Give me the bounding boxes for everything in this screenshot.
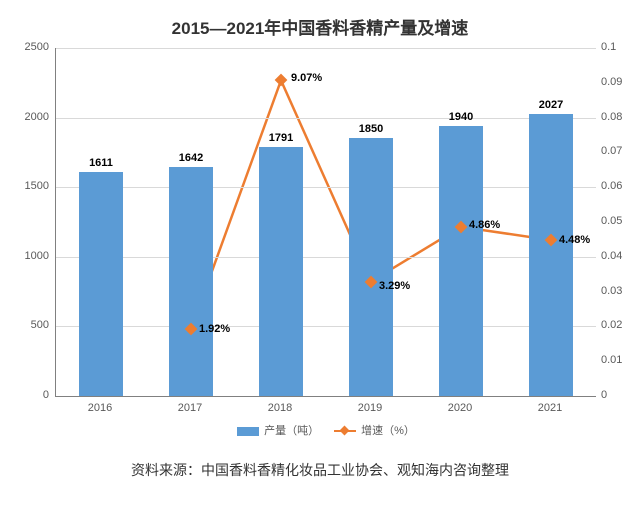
y-right-tick: 0	[601, 389, 607, 401]
chart-container: { "title":{"text":"2015—2021年中国香料香精产量及增速…	[0, 0, 640, 512]
y-right-tick: 0.08	[601, 111, 622, 123]
line-label: 4.48%	[559, 234, 590, 246]
y-right-tick: 0.03	[601, 285, 622, 297]
y-left-tick: 2000	[15, 111, 49, 123]
bar-label: 1791	[269, 132, 293, 144]
bar-label: 2027	[539, 99, 563, 111]
y-right-tick: 0.01	[601, 354, 622, 366]
line-label: 1.92%	[199, 323, 230, 335]
y-left-tick: 500	[15, 319, 49, 331]
y-right-tick: 0.07	[601, 145, 622, 157]
y-right-tick: 0.1	[601, 41, 616, 53]
chart-title: 2015—2021年中国香料香精产量及增速	[0, 0, 640, 39]
line-series	[56, 48, 596, 396]
legend-line-swatch	[334, 430, 356, 432]
line-label: 9.07%	[291, 72, 322, 84]
y-left-tick: 1000	[15, 250, 49, 262]
legend-bar-swatch	[237, 427, 259, 436]
bar	[259, 147, 302, 396]
y-left-tick: 0	[15, 389, 49, 401]
y-right-tick: 0.02	[601, 319, 622, 331]
line-label: 3.29%	[379, 280, 410, 292]
x-tick: 2020	[448, 402, 472, 414]
bar-label: 1940	[449, 111, 473, 123]
source-text: 资料来源：中国香料香精化妆品工业协会、观知海内咨询整理	[0, 460, 640, 480]
bar	[439, 126, 482, 396]
bar	[349, 138, 392, 396]
x-tick: 2021	[538, 402, 562, 414]
x-tick: 2016	[88, 402, 112, 414]
bar	[79, 172, 122, 396]
legend: 产量（吨） 增速（%）	[0, 422, 640, 438]
y-right-tick: 0.04	[601, 250, 622, 262]
y-right-tick: 0.06	[601, 180, 622, 192]
y-left-tick: 1500	[15, 180, 49, 192]
bar-label: 1611	[89, 157, 113, 169]
x-tick: 2018	[268, 402, 292, 414]
x-tick: 2019	[358, 402, 382, 414]
bar	[169, 167, 212, 396]
y-right-tick: 0.09	[601, 76, 622, 88]
plot-area: 1611 1642 1791 1850 1940 2027 1.92% 9.07% 3.29% 4…	[55, 48, 596, 397]
x-tick: 2017	[178, 402, 202, 414]
bar-label: 1642	[179, 152, 203, 164]
legend-line-label: 增速（%）	[361, 425, 415, 437]
line-marker	[275, 74, 288, 87]
y-right-tick: 0.05	[601, 215, 622, 227]
legend-bar-label: 产量（吨）	[264, 425, 319, 437]
bar	[529, 114, 572, 396]
y-left-tick: 2500	[15, 41, 49, 53]
bar-label: 1850	[359, 123, 383, 135]
line-label: 4.86%	[469, 219, 500, 231]
